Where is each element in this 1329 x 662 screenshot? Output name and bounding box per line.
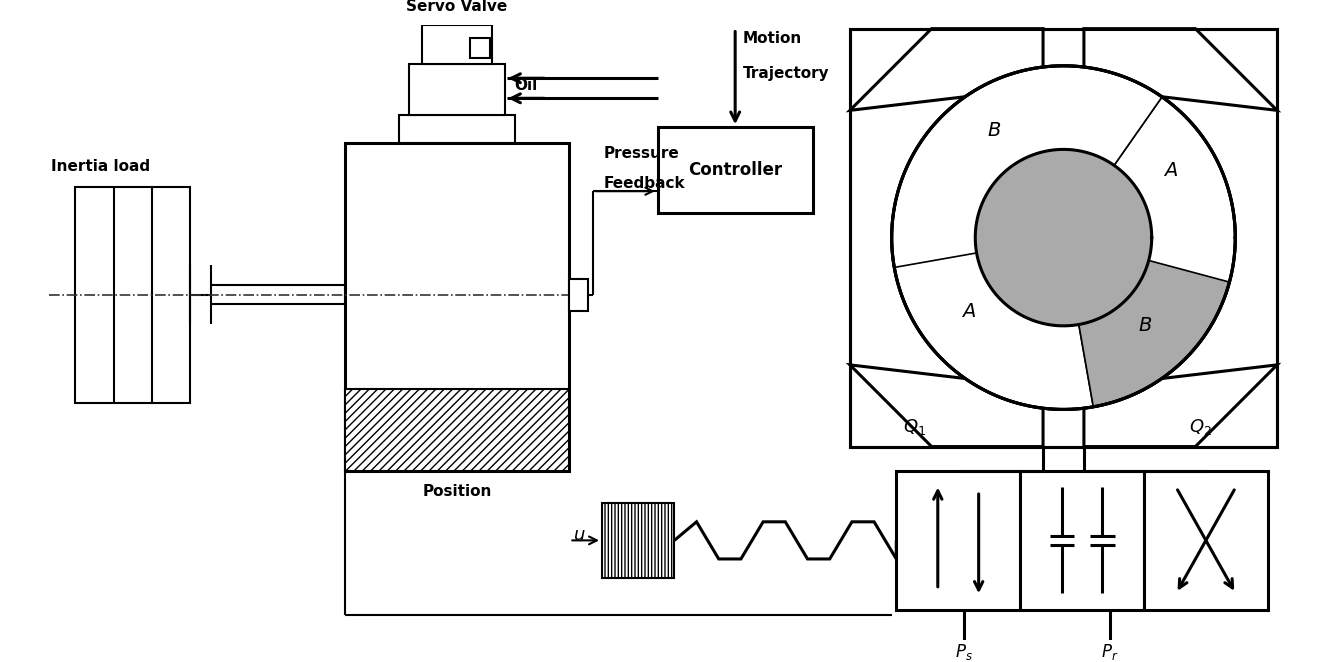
- Bar: [1144, 471, 1268, 610]
- Polygon shape: [894, 253, 1094, 409]
- Bar: [409, 64, 505, 115]
- Polygon shape: [1094, 76, 1162, 166]
- Text: $P_s$: $P_s$: [956, 641, 973, 661]
- Text: $Q_2$: $Q_2$: [1189, 417, 1212, 438]
- Bar: [658, 127, 813, 213]
- Text: Feedback: Feedback: [603, 176, 686, 191]
- Bar: [1021, 471, 1144, 610]
- Text: $Q_1$: $Q_1$: [904, 417, 926, 438]
- Bar: [470, 38, 490, 58]
- Text: $B$: $B$: [986, 121, 1001, 140]
- Bar: [896, 471, 1021, 610]
- Text: Oil: Oil: [514, 77, 538, 93]
- Text: Servo Valve: Servo Valve: [407, 0, 508, 14]
- Text: $u$: $u$: [573, 526, 585, 544]
- Polygon shape: [1079, 260, 1229, 407]
- Bar: [602, 503, 674, 577]
- Text: Trajectory: Trajectory: [743, 66, 829, 81]
- Text: $P_r$: $P_r$: [1102, 641, 1119, 661]
- Polygon shape: [892, 66, 1225, 409]
- Bar: [569, 279, 587, 310]
- Text: Inertia load: Inertia load: [51, 160, 150, 175]
- Polygon shape: [975, 150, 1152, 326]
- Polygon shape: [849, 28, 1043, 111]
- Bar: [849, 28, 1277, 447]
- Bar: [344, 143, 569, 471]
- Bar: [344, 389, 569, 471]
- Bar: [400, 115, 514, 143]
- Polygon shape: [849, 365, 1043, 447]
- Text: $A$: $A$: [961, 303, 977, 322]
- Bar: [849, 28, 1277, 447]
- Text: Position: Position: [423, 484, 492, 498]
- Polygon shape: [1084, 365, 1277, 447]
- Text: $A$: $A$: [1163, 162, 1177, 180]
- Polygon shape: [896, 66, 1136, 219]
- Text: Controller: Controller: [688, 161, 783, 179]
- Text: Pressure: Pressure: [603, 146, 679, 162]
- Polygon shape: [892, 66, 1235, 409]
- Polygon shape: [1084, 28, 1277, 111]
- Bar: [421, 25, 492, 64]
- Text: Motion: Motion: [743, 31, 801, 46]
- Bar: [76, 187, 190, 403]
- Text: $B$: $B$: [1138, 316, 1152, 336]
